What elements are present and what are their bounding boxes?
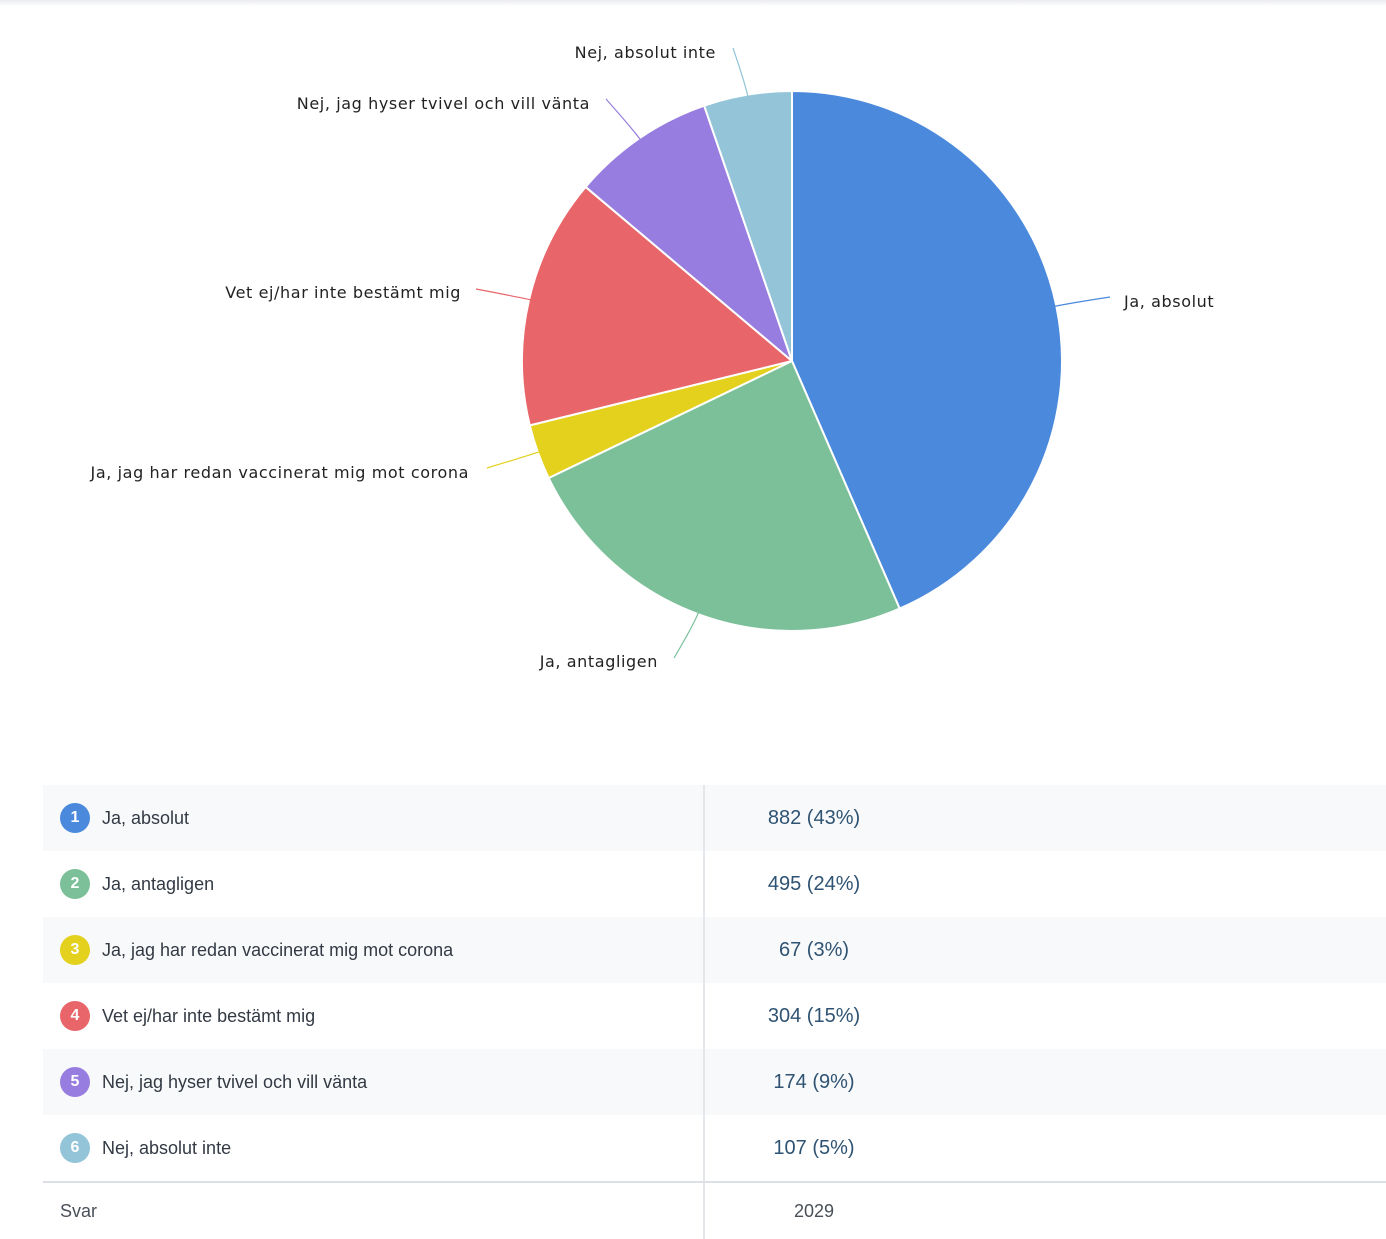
index-badge: 4 [60, 1001, 90, 1031]
label-leader-line [486, 450, 540, 469]
label-leader-line [475, 288, 532, 301]
result-row: 3 Ja, jag har redan vaccinerat mig mot c… [43, 917, 1386, 983]
column-divider [703, 1049, 705, 1115]
option-label: Ja, jag har redan vaccinerat mig mot cor… [102, 939, 454, 960]
total-row: Svar 2029 [43, 1181, 1386, 1239]
slice-label: Ja, absolut [1123, 292, 1214, 311]
result-row: 2 Ja, antagligen 495 (24%) [43, 851, 1386, 917]
option-count: 882 (43%) [767, 806, 861, 829]
top-shadow [0, 0, 1386, 6]
slice-label: Vet ej/har inte bestämt mig [225, 283, 461, 302]
slice-label: Nej, absolut inte [575, 43, 716, 62]
total-label: Svar [60, 1200, 98, 1221]
option-label: Vet ej/har inte bestämt mig [102, 1005, 316, 1026]
option-count: 495 (24%) [767, 872, 861, 895]
column-divider [703, 1183, 705, 1239]
result-row: 6 Nej, absolut inte 107 (5%) [43, 1115, 1386, 1181]
result-row: 5 Nej, jag hyser tvivel och vill vänta 1… [43, 1049, 1386, 1115]
slice-label: Ja, antagligen [539, 652, 658, 671]
total-value: 2029 [793, 1200, 835, 1221]
index-badge: 6 [60, 1133, 90, 1163]
column-divider [703, 1115, 705, 1181]
option-count: 304 (15%) [767, 1004, 861, 1027]
index-badge: 2 [60, 869, 90, 899]
option-label: Ja, antagligen [102, 873, 215, 894]
index-badge: 1 [60, 803, 90, 833]
option-count: 174 (9%) [773, 1070, 855, 1093]
option-count: 67 (3%) [778, 938, 850, 961]
option-label: Ja, absolut [102, 807, 190, 828]
option-label: Nej, absolut inte [102, 1137, 232, 1158]
result-row: 4 Vet ej/har inte bestämt mig 304 (15%) [43, 983, 1386, 1049]
result-row: 1 Ja, absolut 882 (43%) [43, 785, 1386, 851]
slice-label: Nej, jag hyser tvivel och vill vänta [297, 94, 590, 113]
option-label: Nej, jag hyser tvivel och vill vänta [102, 1071, 368, 1092]
label-leader-line [1054, 296, 1111, 307]
column-divider [703, 917, 705, 983]
column-divider [703, 785, 705, 851]
label-leader-line [605, 98, 642, 141]
column-divider [703, 983, 705, 1049]
index-badge: 3 [60, 935, 90, 965]
results-table: 1 Ja, absolut 882 (43%) 2 Ja, antagligen… [43, 785, 1386, 1239]
index-badge: 5 [60, 1067, 90, 1097]
slice-label: Ja, jag har redan vaccinerat mig mot cor… [90, 463, 469, 482]
column-divider [703, 851, 705, 917]
pie-chart: Ja, absolut Ja, antagligen Ja, jag har red… [90, 43, 1214, 671]
label-leader-line [732, 47, 749, 97]
label-leader-line [673, 611, 700, 659]
option-count: 107 (5%) [773, 1136, 855, 1159]
